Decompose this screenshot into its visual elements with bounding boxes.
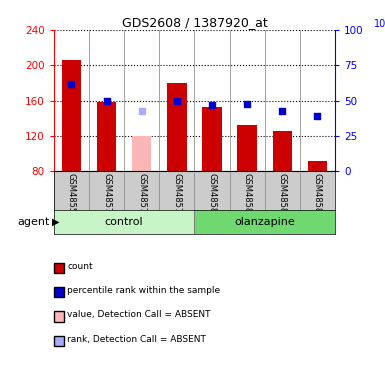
Point <box>209 102 215 108</box>
Bar <box>97 102 116 171</box>
Text: GSM48580: GSM48580 <box>208 173 216 219</box>
Bar <box>273 131 292 171</box>
Text: 100%: 100% <box>374 19 385 29</box>
Text: count: count <box>67 262 93 271</box>
Text: agent: agent <box>18 217 50 227</box>
Text: ▶: ▶ <box>52 217 59 227</box>
Point <box>244 100 250 106</box>
Point <box>139 108 145 114</box>
Bar <box>308 161 327 171</box>
Point <box>174 98 180 104</box>
Text: value, Detection Call = ABSENT: value, Detection Call = ABSENT <box>67 310 211 320</box>
Point <box>69 81 75 87</box>
Text: GSM48559: GSM48559 <box>67 173 76 219</box>
Text: GSM48582: GSM48582 <box>278 173 287 219</box>
Text: rank, Detection Call = ABSENT: rank, Detection Call = ABSENT <box>67 335 206 344</box>
Text: GSM48579: GSM48579 <box>172 173 181 219</box>
Bar <box>203 107 222 171</box>
Bar <box>132 136 151 171</box>
Text: GSM48578: GSM48578 <box>137 173 146 219</box>
Text: GSM48581: GSM48581 <box>243 173 252 219</box>
Bar <box>167 83 186 171</box>
Text: olanzapine: olanzapine <box>234 217 295 227</box>
Bar <box>238 126 257 171</box>
Bar <box>62 60 81 171</box>
Text: percentile rank within the sample: percentile rank within the sample <box>67 286 221 295</box>
Point <box>104 98 110 104</box>
Point <box>279 108 285 114</box>
Text: GSM48583: GSM48583 <box>313 173 322 219</box>
Bar <box>54 210 194 234</box>
Title: GDS2608 / 1387920_at: GDS2608 / 1387920_at <box>122 16 267 29</box>
Bar <box>194 210 335 234</box>
Text: control: control <box>105 217 144 227</box>
Text: GSM48577: GSM48577 <box>102 173 111 219</box>
Point <box>314 113 320 119</box>
